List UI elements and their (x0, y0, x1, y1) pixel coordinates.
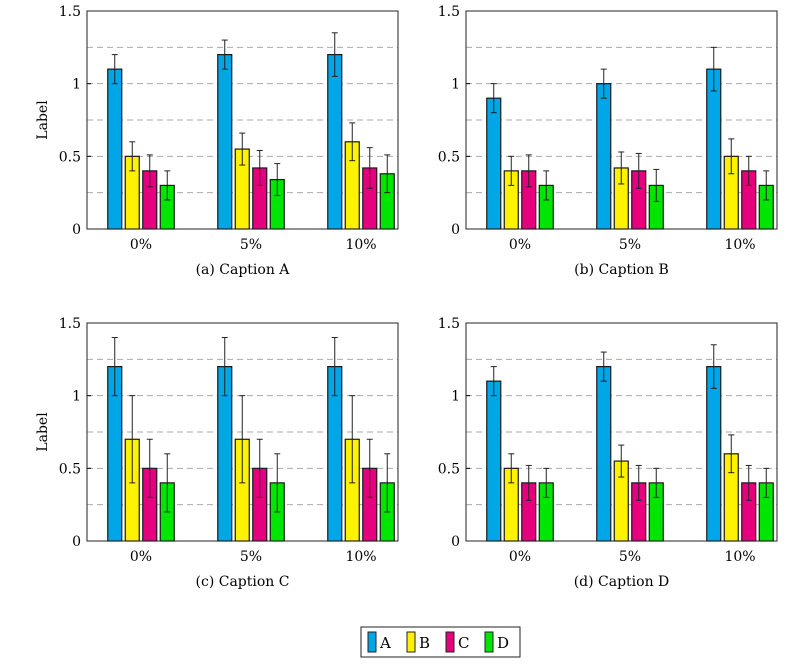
y-tick-label: 0 (451, 222, 460, 238)
legend: A B C D (360, 626, 521, 658)
y-tick-label: 1 (451, 77, 460, 93)
legend-label: D (497, 634, 509, 652)
x-tick-label: 5% (619, 237, 641, 253)
bar-A-10% (327, 53, 343, 230)
plot-frame (86, 322, 399, 542)
x-tick-label: 0% (509, 549, 531, 565)
bar-A-0% (107, 68, 123, 230)
y-tick-label: 0.5 (59, 461, 81, 477)
y-tick-label: 1 (72, 389, 81, 405)
legend-label: A (379, 634, 391, 652)
y-axis-label: Label (35, 100, 51, 140)
legend-label: B (419, 634, 430, 652)
y-tick-label: 0.5 (438, 149, 460, 165)
y-tick-label: 0.5 (438, 461, 460, 477)
subplot-a: 0 0.5 1 1.5 0% 5% 10% Label (a) Caption A (35, 4, 399, 278)
x-tick-label: 5% (240, 549, 262, 565)
subplot-caption: (d) Caption D (574, 574, 670, 590)
y-tick-label: 0 (451, 534, 460, 550)
plot-frame (465, 10, 778, 230)
y-tick-label: 1.5 (438, 316, 460, 332)
bar-A-10% (706, 366, 722, 542)
x-tick-label: 0% (130, 237, 152, 253)
subplot-caption: (b) Caption B (574, 262, 669, 278)
subplot-caption: (c) Caption C (196, 574, 290, 590)
y-axis-label: Label (35, 412, 51, 452)
x-tick-label: 5% (619, 549, 641, 565)
bar-A-0% (486, 380, 502, 542)
bar-A-0% (486, 97, 502, 230)
y-tick-label: 0.5 (59, 149, 81, 165)
x-tick-label: 0% (509, 237, 531, 253)
x-tick-label: 5% (240, 237, 262, 253)
x-tick-label: 10% (345, 237, 376, 253)
y-tick-label: 1.5 (438, 4, 460, 20)
legend-swatch-C (445, 631, 455, 653)
y-tick-label: 0 (72, 534, 81, 550)
y-tick-label: 1.5 (59, 316, 81, 332)
legend-swatch-A (367, 631, 377, 653)
y-tick-label: 1.5 (59, 4, 81, 20)
legend-swatch-B (406, 631, 416, 653)
legend-label: C (458, 634, 469, 652)
legend-swatch-D (484, 631, 494, 653)
subplot-caption: (a) Caption A (196, 262, 291, 278)
plot-frame (465, 322, 778, 542)
bar-A-5% (217, 53, 233, 230)
bar-A-5% (596, 366, 612, 542)
subplot-c: 0 0.5 1 1.5 0% 5% 10% Label (c) Caption C (35, 316, 399, 590)
y-tick-label: 0 (72, 222, 81, 238)
y-tick-label: 1 (72, 77, 81, 93)
bar-A-10% (706, 68, 722, 230)
subplot-d: 0 0.5 1 1.5 0% 5% 10% (d) Caption D (438, 316, 778, 590)
x-tick-label: 10% (345, 549, 376, 565)
bar-A-5% (596, 83, 612, 230)
x-tick-label: 0% (130, 549, 152, 565)
subplot-b: 0 0.5 1 1.5 0% 5% 10% (b) Caption B (438, 4, 778, 278)
x-tick-label: 10% (724, 237, 755, 253)
x-tick-label: 10% (724, 549, 755, 565)
plot-frame (86, 10, 399, 230)
y-tick-label: 1 (451, 389, 460, 405)
